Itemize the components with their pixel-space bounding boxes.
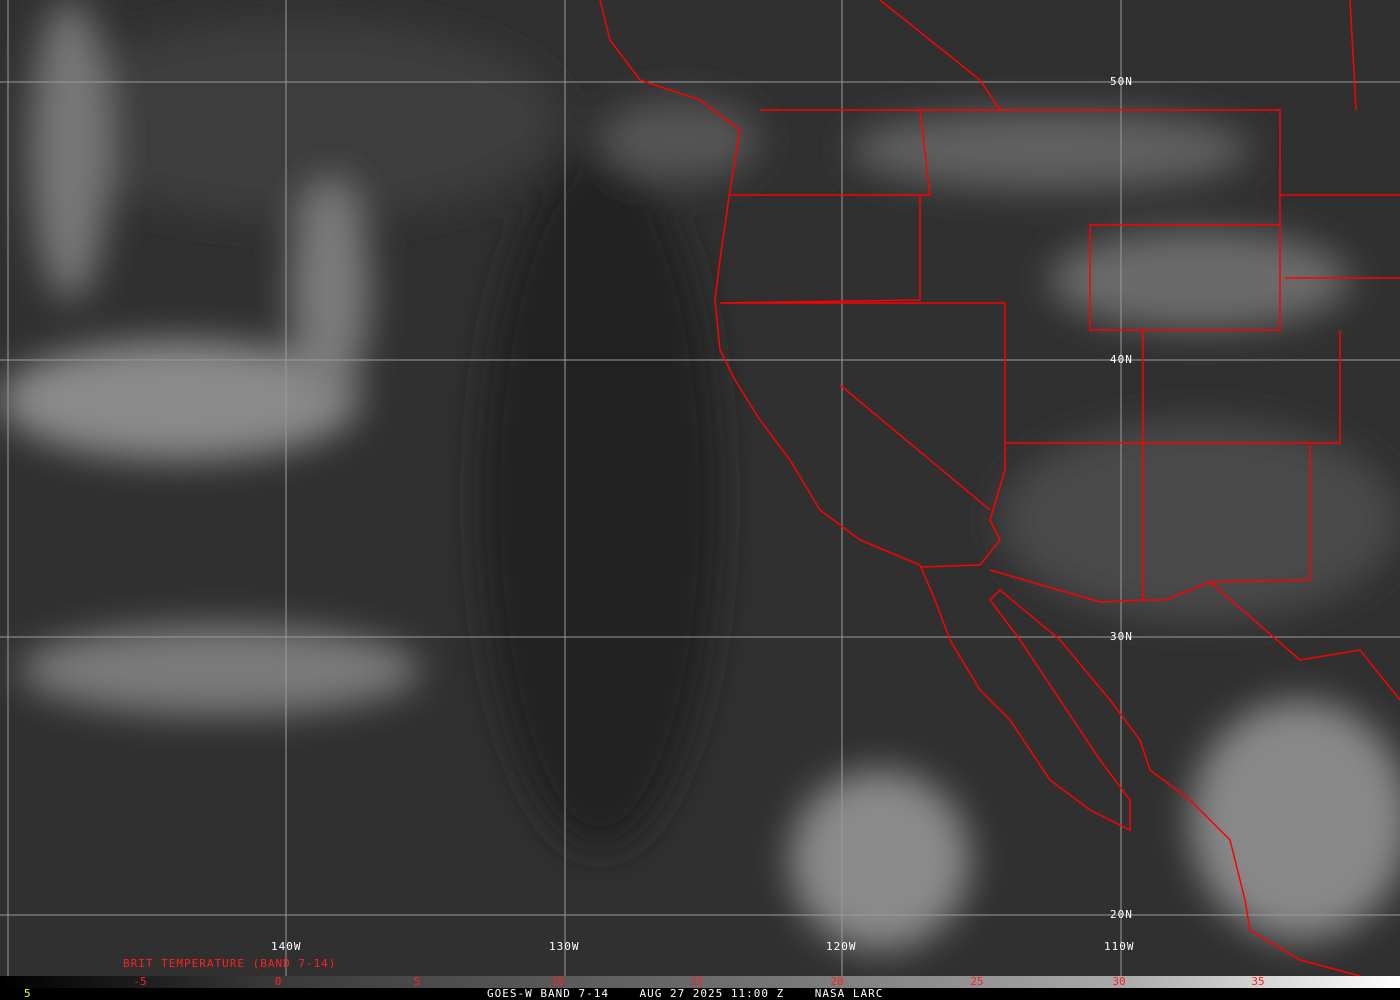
image-caption: GOES-W BAND 7-14 AUG 27 2025 11:00 Z NAS… [487, 987, 884, 1000]
scale-tick: 30 [1112, 975, 1126, 988]
scale-tick: -5 [133, 975, 147, 988]
lon-label-130w: 130W [549, 940, 580, 953]
satellite-imagery [0, 0, 1400, 976]
cloud-layer [0, 0, 1400, 950]
footer-bar: 5 GOES-W BAND 7-14 AUG 27 2025 11:00 Z N… [0, 987, 1400, 1000]
lat-label-20n: 20N [1110, 908, 1133, 921]
scale-tick: 25 [970, 975, 984, 988]
lon-label-120w: 120W [826, 940, 857, 953]
temperature-color-scale [0, 976, 1400, 988]
legend-title: BRIT TEMPERATURE (BAND 7-14) [123, 957, 337, 970]
corner-number: 5 [24, 987, 32, 1000]
lat-label-50n: 50N [1110, 75, 1133, 88]
political-borders [599, 0, 1400, 976]
lon-label-110w: 110W [1104, 940, 1135, 953]
scale-tick: 5 [413, 975, 421, 988]
lon-label-140w: 140W [271, 940, 302, 953]
scale-tick: 15 [690, 975, 704, 988]
lat-lon-grid [0, 0, 1400, 976]
scale-tick: 10 [551, 975, 565, 988]
scale-tick: 20 [830, 975, 844, 988]
lat-label-30n: 30N [1110, 630, 1133, 643]
scale-tick: 0 [274, 975, 282, 988]
lat-label-40n: 40N [1110, 353, 1133, 366]
scale-tick: 35 [1251, 975, 1265, 988]
